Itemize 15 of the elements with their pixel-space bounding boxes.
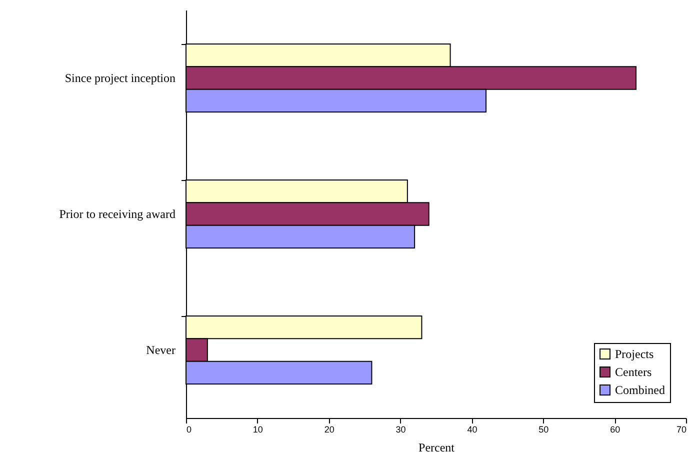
y-tick-label: Never bbox=[146, 343, 176, 357]
legend-label: Combined bbox=[615, 383, 665, 397]
x-tick-label: 60 bbox=[610, 424, 620, 434]
x-tick-label: 70 bbox=[676, 424, 686, 434]
y-tick-label: Prior to receiving award bbox=[59, 207, 176, 221]
legend-label: Centers bbox=[615, 365, 652, 379]
legend-label: Projects bbox=[615, 347, 654, 361]
x-axis-title: Percent bbox=[418, 440, 456, 454]
x-tick-label: 40 bbox=[467, 424, 478, 434]
x-tick-label: 50 bbox=[538, 424, 549, 434]
x-tick-label: 30 bbox=[396, 424, 406, 434]
x-tick-label: 20 bbox=[324, 424, 334, 434]
x-tick-label: 10 bbox=[252, 424, 263, 434]
x-tick-label: 0 bbox=[186, 424, 192, 434]
y-tick-label: Since project inception bbox=[64, 71, 176, 85]
